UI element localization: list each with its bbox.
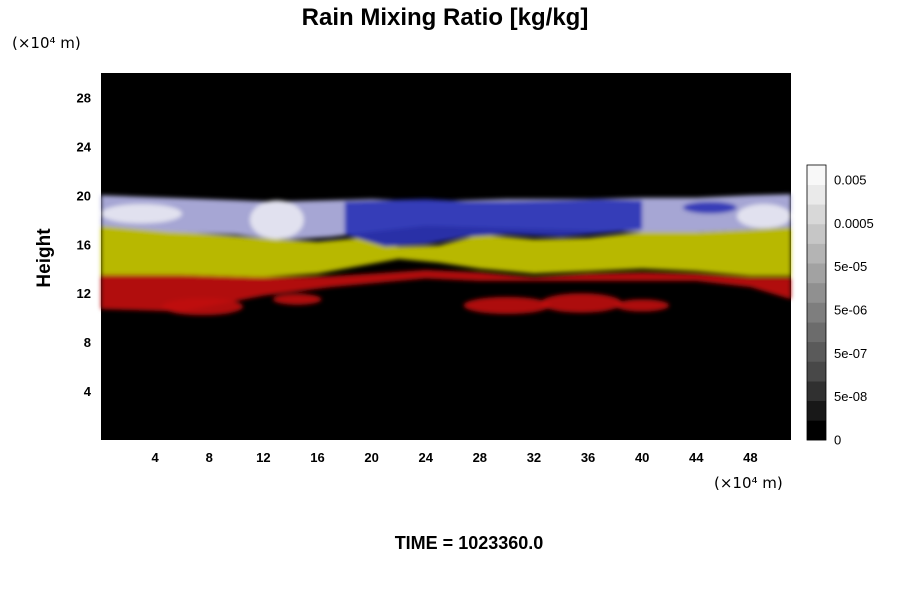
x-tick-label: 8 xyxy=(206,450,213,465)
colorbar-swatch xyxy=(807,302,826,323)
rain-blob xyxy=(540,293,622,313)
x-tick-label: 48 xyxy=(743,450,757,465)
colorbar-label: 0.0005 xyxy=(834,216,874,231)
colorbar-label: 5e-08 xyxy=(834,389,867,404)
colorbar-swatch xyxy=(807,223,826,244)
x-tick-label: 36 xyxy=(581,450,595,465)
y-tick-label: 16 xyxy=(77,237,91,252)
x-tick-label: 4 xyxy=(152,450,160,465)
colorbar-swatch xyxy=(807,361,826,382)
y-axis-unit: (×10⁴ m) xyxy=(12,34,81,52)
colorbar xyxy=(806,164,827,441)
y-tick-label: 4 xyxy=(84,384,92,399)
colorbar-label: 5e-06 xyxy=(834,303,867,318)
x-tick-label: 24 xyxy=(418,450,433,465)
x-tick-label: 44 xyxy=(689,450,704,465)
y-tick-label: 28 xyxy=(77,90,91,105)
y-tick-label: 20 xyxy=(77,188,91,203)
colorbar-label: 5e-05 xyxy=(834,259,867,274)
y-axis-label: Height xyxy=(34,228,55,288)
colorbar-swatch xyxy=(807,204,826,225)
colorbar-label: 0.005 xyxy=(834,173,867,188)
rain-blob xyxy=(161,298,244,316)
x-tick-label: 16 xyxy=(310,450,324,465)
y-tick-label: 12 xyxy=(77,286,91,301)
colorbar-label: 0 xyxy=(834,433,841,448)
colorbar-swatch xyxy=(807,420,826,441)
rain-blob xyxy=(272,293,322,305)
colorbar-swatch xyxy=(807,400,826,421)
colorbar-swatch xyxy=(807,282,826,303)
colorbar-frame xyxy=(806,164,827,441)
x-tick-label: 32 xyxy=(527,450,541,465)
time-label: TIME = 1023360.0 xyxy=(395,533,544,553)
chart-title: Rain Mixing Ratio [kg/kg] xyxy=(302,4,589,31)
x-tick-label: 12 xyxy=(256,450,270,465)
colorbar-labels: 0.005 0.0005 5e-05 5e-06 5e-07 5e-08 0 xyxy=(834,173,874,448)
rain-blob xyxy=(682,201,737,214)
y-tick-labels: 4 8 12 16 20 24 28 xyxy=(77,90,92,399)
colorbar-swatch xyxy=(807,184,826,205)
rain-field xyxy=(101,194,791,316)
rain-blob xyxy=(101,203,183,224)
colorbar-swatch xyxy=(807,381,826,402)
band-yellow xyxy=(101,225,791,278)
colorbar-swatch xyxy=(807,165,826,185)
colorbar-swatch xyxy=(807,341,826,362)
rain-blob xyxy=(615,299,670,312)
colorbar-swatch xyxy=(807,263,826,284)
rain-blob xyxy=(463,296,551,314)
x-axis-unit: (×10⁴ m) xyxy=(714,474,783,492)
x-tick-labels: 4 8 12 16 20 24 28 32 36 40 44 48 xyxy=(152,450,758,465)
rain-blob xyxy=(249,200,304,240)
colorbar-swatch xyxy=(807,322,826,343)
y-tick-label: 8 xyxy=(84,335,91,350)
y-tick-label: 24 xyxy=(77,139,92,154)
x-tick-label: 20 xyxy=(364,450,378,465)
colorbar-swatch xyxy=(807,243,826,264)
x-tick-label: 28 xyxy=(473,450,487,465)
band-blue xyxy=(344,199,643,247)
rain-blob xyxy=(736,203,791,229)
band-red xyxy=(101,270,791,312)
x-tick-label: 40 xyxy=(635,450,649,465)
colorbar-label: 5e-07 xyxy=(834,346,867,361)
